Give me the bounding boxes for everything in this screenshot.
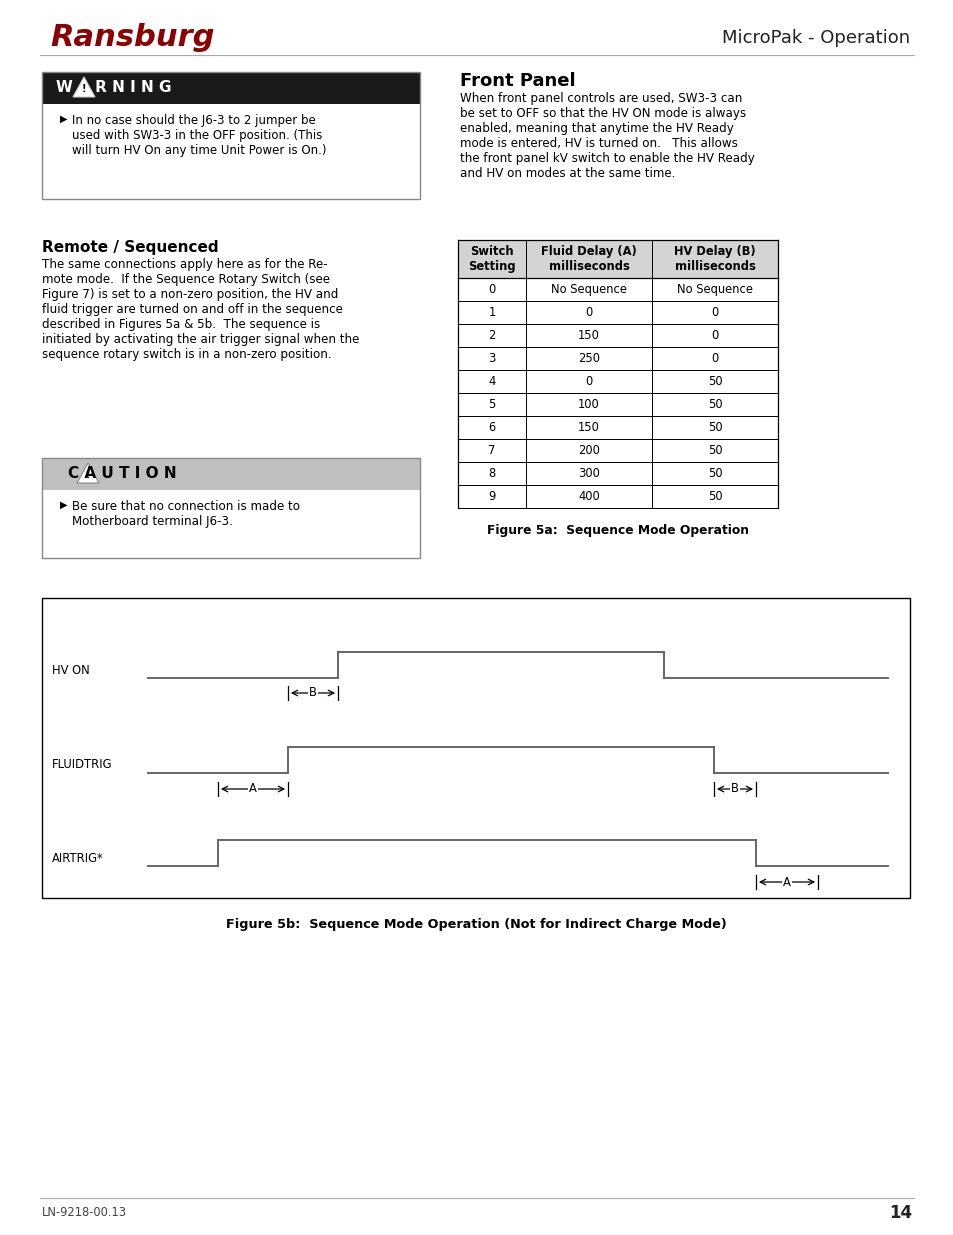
Text: The same connections apply here as for the Re-
mote mode.  If the Sequence Rotar: The same connections apply here as for t… [42, 258, 359, 361]
Polygon shape [77, 463, 99, 483]
Text: FLUIDTRIG: FLUIDTRIG [52, 758, 112, 772]
Text: ▶: ▶ [60, 500, 68, 510]
Text: 400: 400 [578, 490, 599, 503]
Bar [42, 598, 909, 898]
Text: LN-9218-00.13: LN-9218-00.13 [42, 1207, 127, 1219]
Text: 250: 250 [578, 352, 599, 366]
Text: No Sequence: No Sequence [677, 283, 752, 296]
Text: Front Panel: Front Panel [459, 72, 575, 90]
Text: A: A [782, 876, 790, 888]
Text: 0: 0 [585, 306, 592, 319]
Text: 150: 150 [578, 329, 599, 342]
Text: 50: 50 [707, 398, 721, 411]
Text: 100: 100 [578, 398, 599, 411]
Polygon shape [73, 77, 95, 98]
Text: 0: 0 [585, 375, 592, 388]
Text: A: A [249, 783, 256, 795]
Text: 50: 50 [707, 375, 721, 388]
Text: 200: 200 [578, 445, 599, 457]
Bar [42, 72, 419, 104]
Text: Fluid Delay (A)
milliseconds: Fluid Delay (A) milliseconds [540, 245, 637, 273]
Bar [42, 72, 419, 199]
Text: 50: 50 [707, 467, 721, 480]
Bar [457, 240, 778, 278]
Text: 14: 14 [888, 1204, 911, 1221]
Text: Figure 5b:  Sequence Mode Operation (Not for Indirect Charge Mode): Figure 5b: Sequence Mode Operation (Not … [226, 918, 725, 931]
Text: HV Delay (B)
milliseconds: HV Delay (B) milliseconds [674, 245, 755, 273]
Bar [42, 104, 419, 199]
Text: ▶: ▶ [60, 114, 68, 124]
Bar [42, 458, 419, 490]
Text: Ransburg: Ransburg [50, 23, 214, 53]
Text: In no case should the J6-3 to 2 jumper be
used with SW3-3 in the OFF position. (: In no case should the J6-3 to 2 jumper b… [71, 114, 326, 157]
Text: Be sure that no connection is made to
Motherboard terminal J6-3.: Be sure that no connection is made to Mo… [71, 500, 299, 529]
Text: !: ! [82, 84, 86, 94]
Text: 0: 0 [711, 306, 718, 319]
Text: 6: 6 [488, 421, 496, 433]
Text: 4: 4 [488, 375, 496, 388]
Text: HV ON: HV ON [52, 663, 90, 677]
Text: 50: 50 [707, 490, 721, 503]
Text: Switch
Setting: Switch Setting [468, 245, 516, 273]
Text: 5: 5 [488, 398, 496, 411]
Text: 50: 50 [707, 445, 721, 457]
Text: 0: 0 [711, 352, 718, 366]
Text: AIRTRIG*: AIRTRIG* [52, 851, 104, 864]
Text: 9: 9 [488, 490, 496, 503]
Text: 0: 0 [488, 283, 496, 296]
Text: When front panel controls are used, SW3-3 can
be set to OFF so that the HV ON mo: When front panel controls are used, SW3-… [459, 91, 754, 180]
Text: MicroPak - Operation: MicroPak - Operation [721, 28, 909, 47]
Text: 1: 1 [488, 306, 496, 319]
Text: Figure 5a:  Sequence Mode Operation: Figure 5a: Sequence Mode Operation [486, 524, 748, 537]
Text: 0: 0 [711, 329, 718, 342]
Text: 150: 150 [578, 421, 599, 433]
Text: C A U T I O N: C A U T I O N [68, 467, 176, 482]
Text: W A R N I N G: W A R N I N G [56, 80, 172, 95]
Text: 2: 2 [488, 329, 496, 342]
Bar [42, 490, 419, 558]
Text: 8: 8 [488, 467, 496, 480]
Text: No Sequence: No Sequence [551, 283, 626, 296]
Text: B: B [730, 783, 739, 795]
Text: 300: 300 [578, 467, 599, 480]
Bar [42, 458, 419, 558]
Text: 50: 50 [707, 421, 721, 433]
Text: 3: 3 [488, 352, 496, 366]
Text: 7: 7 [488, 445, 496, 457]
Text: !: ! [86, 471, 91, 480]
Text: B: B [309, 687, 316, 699]
Text: Remote / Sequenced: Remote / Sequenced [42, 240, 218, 254]
